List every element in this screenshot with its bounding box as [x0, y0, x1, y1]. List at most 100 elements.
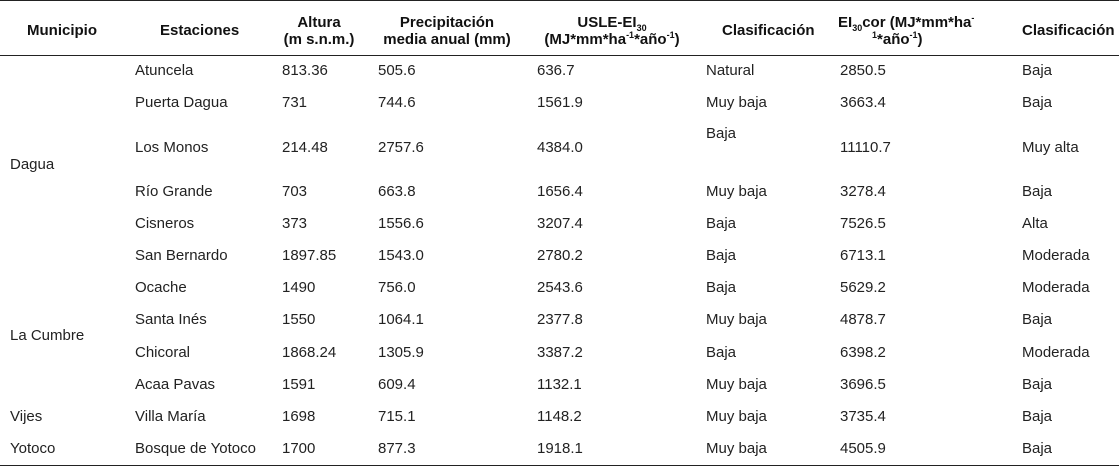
- cell-estacion: Bosque de Yotoco: [135, 440, 256, 457]
- cell-precip: 505.6: [378, 62, 416, 79]
- cell-clasif1: Muy baja: [706, 408, 767, 425]
- cell-usle: 1132.1: [537, 376, 582, 393]
- cell-clasif2: Moderada: [1022, 247, 1090, 264]
- cell-precip: 1543.0: [378, 247, 424, 264]
- cell-precip: 609.4: [378, 376, 416, 393]
- cell-clasif2: Baja: [1022, 376, 1053, 393]
- cell-clasif2: Baja: [1022, 62, 1053, 79]
- cell-clasif2: Baja: [1022, 94, 1053, 111]
- cell-estacion: Ocache: [135, 279, 187, 296]
- cell-clasif2: Baja: [1022, 311, 1053, 328]
- cell-estacion: Río Grande: [135, 183, 213, 200]
- cell-altura: 1700: [282, 440, 316, 457]
- cell-usle: 1561.9: [537, 94, 583, 111]
- cell-ei30cor: 3278.4: [840, 183, 886, 200]
- table-row: Cisneros 373 1556.6 3207.4 Baja 7526.5 A…: [0, 215, 1119, 247]
- cell-usle: 1148.2: [537, 408, 582, 425]
- cell-usle: 636.7: [537, 62, 575, 79]
- header-estaciones: Estaciones: [160, 22, 240, 39]
- table-row: Los Monos 214.48 2757.6 4384.0 Baja 1111…: [0, 125, 1119, 171]
- cell-ei30cor: 3696.5: [840, 376, 886, 393]
- table-header: Municipio Estaciones Altura (m s.n.m.) P…: [0, 0, 1119, 56]
- usle-sup2: -1: [666, 30, 675, 40]
- municipio-dagua: Dagua: [10, 156, 55, 173]
- usle-label: USLE-EI: [577, 14, 637, 31]
- cell-clasif1: Baja: [706, 279, 737, 296]
- header-usle-line1: USLE-EI30: [536, 14, 688, 33]
- cell-clasif1: Baja: [706, 125, 737, 142]
- table-row: San Bernardo 1897.85 1543.0 2780.2 Baja …: [0, 247, 1119, 279]
- cell-altura: 1550: [282, 311, 316, 328]
- cell-precip: 1556.6: [378, 215, 424, 232]
- header-usle-ei30: USLE-EI30 (MJ*mm*ha-1*año-1): [536, 14, 688, 48]
- cell-clasif2: Moderada: [1022, 279, 1090, 296]
- table-row: Santa Inés 1550 1064.1 2377.8 Muy baja 4…: [0, 311, 1119, 343]
- cell-altura: 1591: [282, 376, 316, 393]
- cell-precip: 663.8: [378, 183, 416, 200]
- header-precipitacion: Precipitación media anual (mm): [378, 14, 516, 48]
- cell-precip: 715.1: [378, 408, 416, 425]
- header-ei-line1: EI30cor (MJ*mm*ha-: [838, 13, 1008, 33]
- cell-ei30cor: 5629.2: [840, 279, 886, 296]
- cell-precip: 2757.6: [378, 139, 424, 156]
- cell-clasif1: Muy baja: [706, 376, 767, 393]
- cell-estacion: Puerta Dagua: [135, 94, 228, 111]
- header-altura: Altura (m s.n.m.): [282, 14, 356, 48]
- cell-ei30cor: 2850.5: [840, 62, 886, 79]
- table-row: Villa María 1698 715.1 1148.2 Muy baja 3…: [0, 408, 1119, 440]
- cell-usle: 2377.8: [537, 311, 583, 328]
- cell-clasif2: Baja: [1022, 183, 1053, 200]
- usle-unit-c: ): [674, 31, 680, 48]
- cell-usle: 3207.4: [537, 215, 583, 232]
- header-ei30cor: EI30cor (MJ*mm*ha- 1*año-1): [838, 13, 1008, 49]
- cell-estacion: Acaa Pavas: [135, 376, 216, 393]
- header-altura-line1: Altura: [297, 14, 341, 31]
- cell-altura: 813.36: [282, 62, 328, 79]
- ei-sup1: -: [971, 13, 975, 23]
- cell-clasif1: Muy baja: [706, 183, 767, 200]
- cell-clasif2: Baja: [1022, 440, 1053, 457]
- cell-ei30cor: 4505.9: [840, 440, 886, 457]
- cell-ei30cor: 6713.1: [840, 247, 886, 264]
- cell-altura: 1868.24: [282, 344, 337, 361]
- cell-precip: 877.3: [378, 440, 416, 457]
- header-clasificacion-1: Clasificación: [722, 22, 815, 39]
- cell-ei30cor: 3663.4: [840, 94, 886, 111]
- usle-sub: 30: [636, 23, 647, 33]
- table-row: Acaa Pavas 1591 609.4 1132.1 Muy baja 36…: [0, 376, 1119, 408]
- cell-clasif2: Alta: [1022, 215, 1048, 232]
- cell-altura: 1490: [282, 279, 316, 296]
- cell-precip: 1064.1: [378, 311, 424, 328]
- ei-sup2: 1: [872, 30, 878, 40]
- ei-sup3: -1: [909, 30, 918, 40]
- cell-altura: 1698: [282, 408, 316, 425]
- cell-usle: 2780.2: [537, 247, 583, 264]
- cell-clasif1: Muy baja: [706, 440, 767, 457]
- cell-usle: 1918.1: [537, 440, 583, 457]
- ei-sub: 30: [852, 23, 863, 33]
- table-row: Ocache 1490 756.0 2543.6 Baja 5629.2 Mod…: [0, 279, 1119, 311]
- usle-unit-a: (MJ*mm*ha: [544, 31, 627, 48]
- ei-label: EI: [838, 14, 853, 31]
- cell-clasif2: Muy alta: [1022, 139, 1079, 156]
- header-precip-line2: media anual (mm): [383, 31, 511, 48]
- cell-estacion: Atuncela: [135, 62, 194, 79]
- header-municipio: Municipio: [27, 22, 97, 39]
- cell-clasif1: Baja: [706, 215, 737, 232]
- ei-unit-a: cor (MJ*mm*ha: [862, 14, 972, 31]
- cell-clasif1: Natural: [706, 62, 755, 79]
- table-bottom-rule: [0, 465, 1119, 466]
- header-precip-line1: Precipitación: [399, 14, 495, 31]
- cell-estacion: Cisneros: [135, 215, 195, 232]
- cell-precip: 744.6: [378, 94, 416, 111]
- cell-ei30cor: 7526.5: [840, 215, 886, 232]
- cell-altura: 731: [282, 94, 308, 111]
- cell-usle: 1656.4: [537, 183, 583, 200]
- header-altura-line2: (m s.n.m.): [283, 31, 355, 48]
- cell-ei30cor: 11110.7: [840, 139, 891, 156]
- municipio-la-cumbre: La Cumbre: [10, 327, 85, 344]
- table-row: Río Grande 703 663.8 1656.4 Muy baja 327…: [0, 183, 1119, 215]
- cell-ei30cor: 6398.2: [840, 344, 886, 361]
- cell-precip: 756.0: [378, 279, 416, 296]
